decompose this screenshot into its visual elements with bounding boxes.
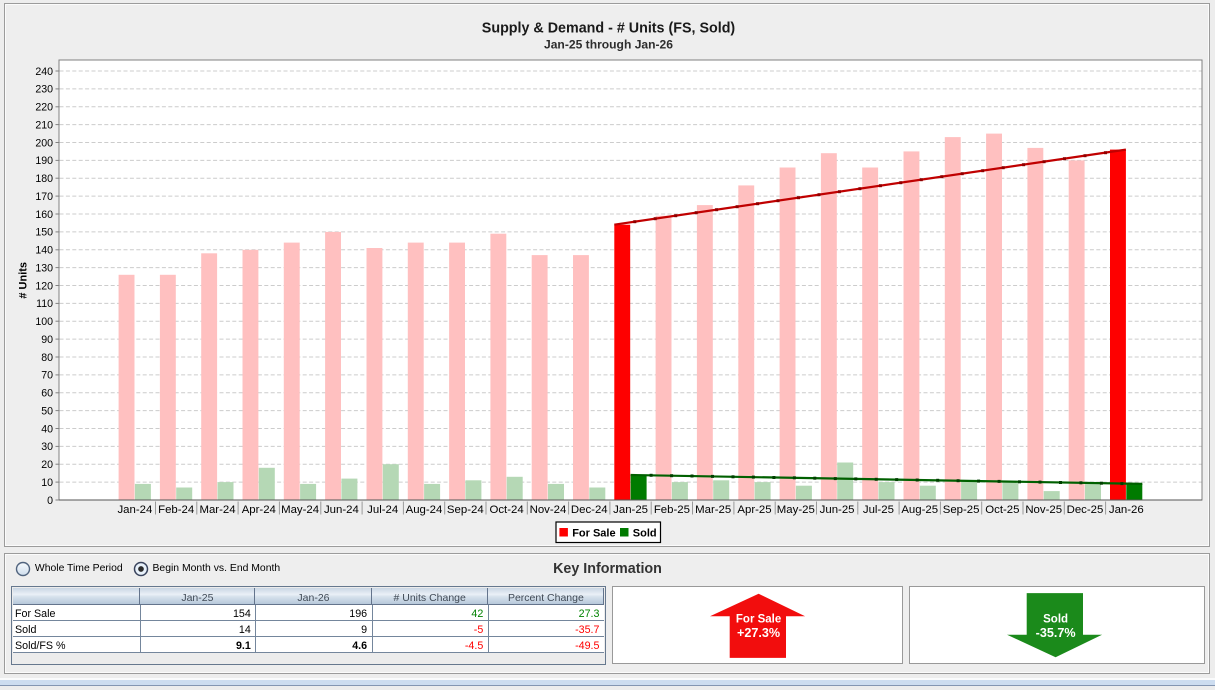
svg-text:100: 100 <box>35 316 53 328</box>
svg-text:Oct-25: Oct-25 <box>985 504 1019 516</box>
svg-text:Sep-24: Sep-24 <box>447 504 484 516</box>
svg-text:110: 110 <box>36 298 53 310</box>
svg-text:120: 120 <box>35 280 53 292</box>
svg-text:90: 90 <box>41 334 53 346</box>
svg-text:Aug-24: Aug-24 <box>406 504 443 516</box>
svg-text:Jan-26: Jan-26 <box>1109 504 1144 516</box>
svg-text:0: 0 <box>47 495 53 507</box>
svg-text:70: 70 <box>41 370 53 382</box>
svg-text:160: 160 <box>35 209 53 221</box>
svg-text:Jul-24: Jul-24 <box>367 504 398 516</box>
svg-text:Jun-24: Jun-24 <box>324 504 359 516</box>
svg-text:-35.7%: -35.7% <box>1036 626 1076 640</box>
svg-text:170: 170 <box>35 191 53 203</box>
svg-text:Sold: Sold <box>633 528 657 540</box>
svg-text:230: 230 <box>35 84 53 96</box>
svg-text:Jan-25 through Jan-26: Jan-25 through Jan-26 <box>544 38 673 52</box>
svg-text:Jul-25: Jul-25 <box>863 504 894 516</box>
svg-text:60: 60 <box>41 388 53 400</box>
svg-text:Dec-25: Dec-25 <box>1067 504 1104 516</box>
svg-text:40: 40 <box>41 423 53 435</box>
svg-text:Sep-25: Sep-25 <box>943 504 980 516</box>
svg-text:Feb-24: Feb-24 <box>158 504 194 516</box>
svg-text:50: 50 <box>41 405 53 417</box>
svg-text:Apr-24: Apr-24 <box>242 504 276 516</box>
svg-text:Nov-24: Nov-24 <box>530 504 567 516</box>
svg-text:Oct-24: Oct-24 <box>490 504 524 516</box>
svg-text:150: 150 <box>35 227 53 239</box>
svg-text:Nov-25: Nov-25 <box>1025 504 1062 516</box>
svg-text:Aug-25: Aug-25 <box>901 504 938 516</box>
svg-text:190: 190 <box>35 155 53 167</box>
svg-text:10: 10 <box>41 477 53 489</box>
svg-text:# Units: # Units <box>17 262 29 299</box>
svg-text:For Sale: For Sale <box>736 614 781 626</box>
svg-text:Mar-24: Mar-24 <box>199 504 235 516</box>
svg-text:80: 80 <box>41 352 53 364</box>
svg-text:For Sale: For Sale <box>572 528 615 540</box>
svg-text:210: 210 <box>35 119 53 131</box>
svg-text:Jan-24: Jan-24 <box>117 504 152 516</box>
svg-text:May-25: May-25 <box>777 504 815 516</box>
svg-text:Jun-25: Jun-25 <box>820 504 855 516</box>
svg-text:Dec-24: Dec-24 <box>571 504 608 516</box>
svg-text:200: 200 <box>35 137 53 149</box>
svg-text:Sold: Sold <box>1043 614 1068 626</box>
svg-text:Supply & Demand - # Units (FS,: Supply & Demand - # Units (FS, Sold) <box>482 21 736 37</box>
svg-text:20: 20 <box>41 459 53 471</box>
svg-text:Mar-25: Mar-25 <box>695 504 731 516</box>
svg-text:Jan-25: Jan-25 <box>613 504 648 516</box>
svg-text:Feb-25: Feb-25 <box>654 504 690 516</box>
svg-text:180: 180 <box>35 173 53 185</box>
svg-text:Apr-25: Apr-25 <box>737 504 771 516</box>
svg-text:240: 240 <box>35 66 53 78</box>
svg-text:140: 140 <box>35 245 53 257</box>
svg-text:220: 220 <box>35 102 53 114</box>
svg-text:30: 30 <box>41 441 53 453</box>
svg-text:+27.3%: +27.3% <box>737 626 780 640</box>
svg-text:130: 130 <box>35 262 53 274</box>
svg-text:May-24: May-24 <box>281 504 319 516</box>
